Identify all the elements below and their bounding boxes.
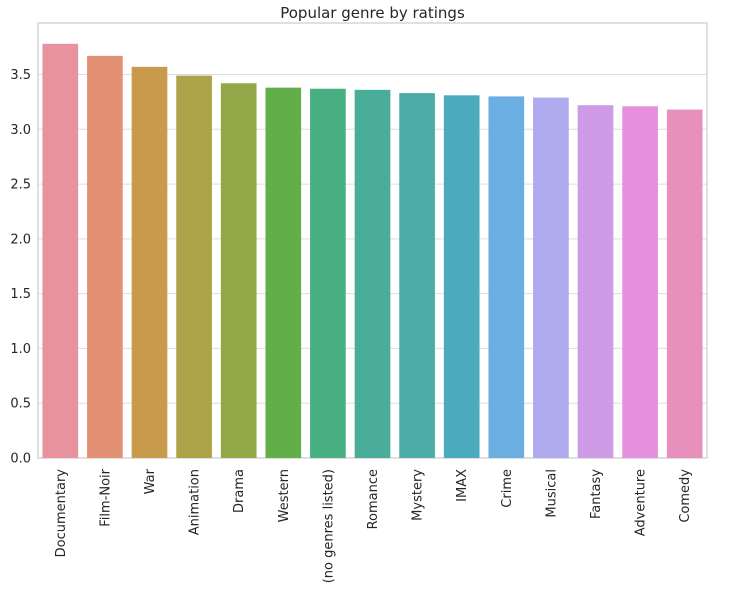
bar-fantasy [577,105,614,459]
chart-title: Popular genre by ratings [280,4,465,22]
x-tick-label: Romance [366,469,381,529]
bar-animation [176,75,212,459]
bar-crime [488,96,525,459]
x-tick-label: Animation [188,469,203,535]
bar-documentary [42,43,79,459]
bar-western [265,87,302,459]
x-tick-label: Adventure [634,469,649,536]
bar-musical [533,97,569,458]
x-tick-label: Western [277,469,292,522]
y-tick-label: 3.0 [10,123,31,138]
bar-war [131,66,168,459]
y-tick-label: 0.0 [10,452,31,467]
x-tick-label: Film-Noir [98,468,113,526]
x-tick-label: Comedy [678,469,693,523]
x-tick-label: Crime [500,469,515,508]
x-tick-label: Musical [544,469,559,518]
bar-imax [443,95,480,458]
x-tick-label: War [143,468,158,494]
y-tick-label: 3.5 [10,68,31,83]
bar-comedy [666,109,703,459]
y-tick-label: 2.5 [10,178,31,193]
y-tick-label: 0.5 [10,397,31,412]
x-tick-label: Mystery [411,469,426,521]
y-tick-label: 1.0 [10,342,31,357]
bar-mystery [399,93,435,458]
y-tick-label: 1.5 [10,287,31,302]
bar-no-genres-listed [310,88,346,458]
bar-romance [354,89,391,458]
x-tick-label: (no genres listed) [321,469,336,583]
x-tick-label: Fantasy [589,469,604,519]
x-tick-label: Drama [232,469,247,513]
x-tick-label: IMAX [455,469,470,502]
x-tick-label: Documentary [54,469,69,558]
bar-drama [220,83,257,459]
bar-film-noir [87,55,123,459]
y-tick-label: 2.0 [10,232,31,247]
bar-adventure [622,106,658,458]
